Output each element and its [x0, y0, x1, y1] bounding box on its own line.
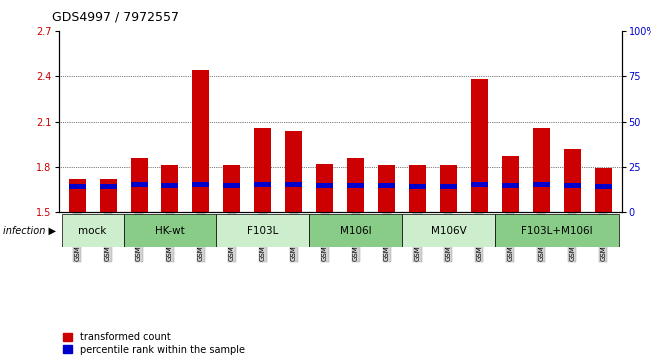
- Bar: [409, 184, 426, 189]
- Bar: [440, 184, 457, 189]
- Bar: [100, 179, 117, 212]
- Text: F103L: F103L: [247, 225, 279, 236]
- Text: HK-wt: HK-wt: [155, 225, 185, 236]
- Bar: [131, 158, 148, 212]
- Bar: [502, 183, 519, 188]
- Bar: [223, 166, 240, 212]
- Text: M106I: M106I: [340, 225, 372, 236]
- FancyBboxPatch shape: [62, 214, 124, 247]
- Text: M106V: M106V: [430, 225, 466, 236]
- Bar: [316, 164, 333, 212]
- Bar: [564, 183, 581, 188]
- FancyBboxPatch shape: [124, 214, 216, 247]
- Bar: [533, 128, 549, 212]
- Bar: [255, 128, 271, 212]
- Text: F103L+M106I: F103L+M106I: [521, 225, 592, 236]
- Bar: [378, 166, 395, 212]
- Bar: [193, 70, 210, 212]
- Bar: [409, 166, 426, 212]
- Bar: [285, 182, 302, 187]
- Bar: [223, 183, 240, 188]
- Bar: [471, 79, 488, 212]
- Bar: [255, 182, 271, 187]
- Bar: [161, 183, 178, 188]
- Bar: [502, 156, 519, 212]
- Bar: [161, 166, 178, 212]
- Bar: [564, 149, 581, 212]
- Bar: [347, 158, 364, 212]
- Legend: transformed count, percentile rank within the sample: transformed count, percentile rank withi…: [63, 332, 245, 355]
- FancyBboxPatch shape: [495, 214, 618, 247]
- Bar: [594, 168, 612, 212]
- Bar: [131, 182, 148, 187]
- Bar: [533, 182, 549, 187]
- FancyBboxPatch shape: [402, 214, 495, 247]
- Text: mock: mock: [78, 225, 107, 236]
- Bar: [68, 179, 86, 212]
- Bar: [347, 183, 364, 188]
- Text: GDS4997 / 7972557: GDS4997 / 7972557: [52, 11, 179, 24]
- Bar: [316, 183, 333, 188]
- FancyBboxPatch shape: [309, 214, 402, 247]
- Bar: [100, 184, 117, 189]
- Bar: [594, 184, 612, 189]
- Bar: [440, 166, 457, 212]
- Bar: [471, 182, 488, 187]
- Bar: [378, 183, 395, 188]
- Bar: [285, 131, 302, 212]
- FancyBboxPatch shape: [216, 214, 309, 247]
- Text: infection ▶: infection ▶: [3, 225, 56, 236]
- Bar: [193, 182, 210, 187]
- Bar: [68, 184, 86, 189]
